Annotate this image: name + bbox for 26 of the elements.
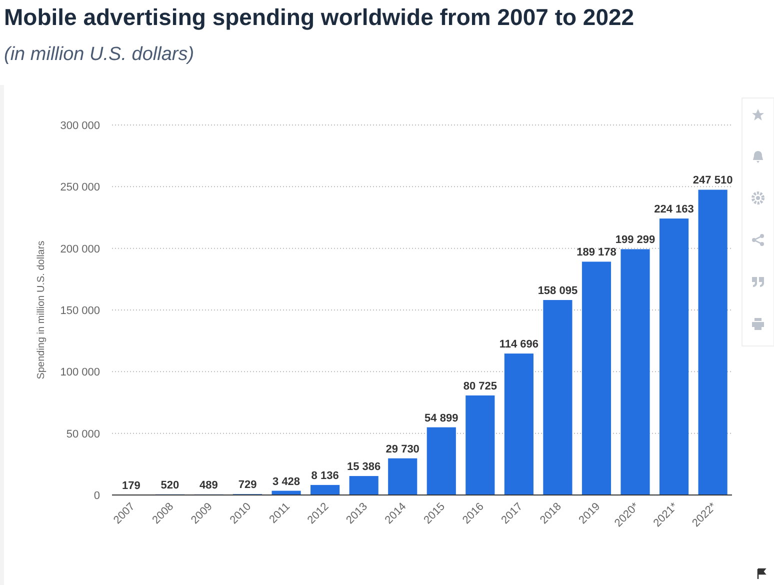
data-label: 179 — [122, 480, 140, 492]
y-axis-title: Spending in million U.S. dollars — [36, 240, 47, 380]
y-tick-label: 50 000 — [66, 428, 100, 440]
y-tick-label: 100 000 — [60, 366, 100, 379]
y-tick-label: 250 000 — [60, 182, 100, 194]
data-label: 247 510 — [692, 174, 733, 187]
data-label: 520 — [160, 479, 180, 492]
data-label: 8 136 — [311, 470, 339, 482]
data-label: 489 — [200, 479, 218, 492]
data-label: 199 299 — [615, 234, 656, 246]
data-label: 54 899 — [424, 412, 458, 424]
y-tick-label: 150 000 — [60, 305, 100, 317]
data-label: 114 696 — [499, 338, 539, 351]
data-label: 3 428 — [272, 476, 300, 488]
y-tick-label: 300 000 — [60, 120, 100, 132]
chart-title: Mobile advertising spending worldwide from 2007 to 2022 — [4, 4, 634, 30]
data-label: 729 — [238, 479, 257, 492]
y-tick-label: 200 000 — [60, 243, 100, 256]
data-label: 158 095 — [538, 285, 578, 298]
data-label: 224 163 — [654, 204, 694, 216]
y-tick-label: 0 — [94, 490, 100, 502]
data-label: 29 730 — [386, 443, 420, 456]
data-label: 80 725 — [463, 380, 497, 392]
chart-subtitle: (in million U.S. dollars) — [4, 44, 194, 65]
data-label: 15 386 — [347, 461, 381, 474]
data-label: 189 178 — [576, 246, 616, 259]
